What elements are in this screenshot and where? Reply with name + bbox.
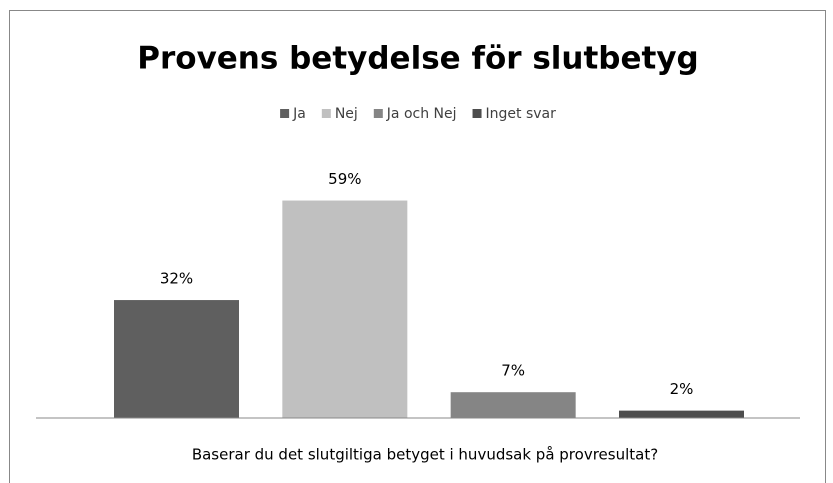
legend-swatch: [280, 109, 290, 118]
bar: [282, 200, 408, 418]
data-label: 7%: [501, 362, 525, 380]
legend-swatch: [472, 109, 482, 118]
x-axis-label: Baserar du det slutgiltiga betyget i huv…: [192, 446, 658, 464]
legend-label: Ja och Nej: [386, 106, 457, 122]
bar: [619, 410, 744, 418]
legend-swatch: [321, 109, 331, 118]
chart-title: Provens betydelse för slutbetyg: [137, 41, 698, 77]
legend-label: Inget svar: [486, 106, 557, 122]
data-label: 32%: [160, 270, 193, 288]
legend-label: Nej: [335, 106, 358, 122]
data-label: 2%: [670, 380, 694, 398]
bar: [450, 392, 576, 418]
bar: [114, 300, 239, 418]
data-label: 59%: [328, 170, 361, 188]
legend-label: Ja: [292, 106, 306, 122]
legend-swatch: [373, 109, 383, 118]
